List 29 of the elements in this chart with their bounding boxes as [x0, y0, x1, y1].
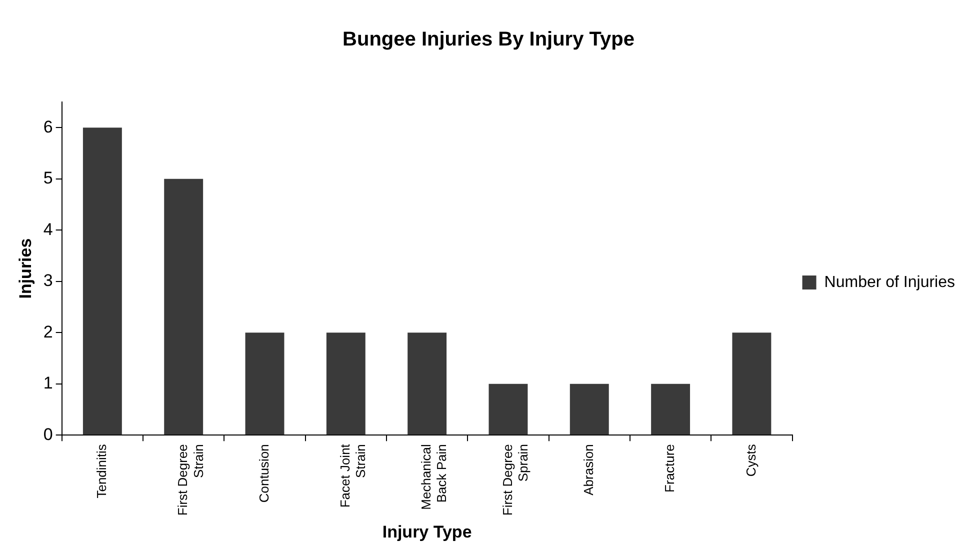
y-tick-label: 4: [43, 220, 53, 239]
bar: [570, 384, 609, 435]
x-tick-label: First Degree Strain: [175, 444, 206, 516]
x-tick-label: Abrasion: [580, 444, 596, 496]
x-tick-label: Tendinitis: [94, 444, 110, 498]
bar: [732, 332, 772, 435]
y-tick-label: 0: [43, 424, 53, 444]
bar: [408, 332, 447, 435]
chart-title: Bungee Injuries By Injury Type: [342, 28, 634, 51]
x-tick-label: Cysts: [743, 444, 758, 477]
bar: [245, 332, 284, 435]
x-tick-label: First Degree Sprain: [500, 444, 530, 516]
y-tick-label: 3: [43, 271, 53, 290]
bar: [326, 332, 366, 435]
y-tick-label: 2: [43, 322, 53, 342]
legend-label: Number of Injuries: [824, 274, 955, 291]
bar: [164, 178, 204, 435]
bar: [651, 384, 690, 435]
bar: [488, 384, 528, 435]
y-axis-title: Injuries: [16, 238, 35, 299]
y-tick-label: 5: [43, 168, 53, 188]
x-tick-label: Contusion: [256, 444, 272, 503]
bar: [82, 128, 122, 435]
x-tick-label: Facet Joint Strain: [337, 444, 368, 508]
y-tick-label: 6: [43, 117, 53, 136]
x-tick-label: Mechanical Back Pain: [418, 444, 450, 510]
y-tick-label: 1: [43, 374, 53, 393]
x-axis-title: Injury Type: [382, 522, 472, 542]
x-tick-label: Fracture: [662, 444, 678, 492]
